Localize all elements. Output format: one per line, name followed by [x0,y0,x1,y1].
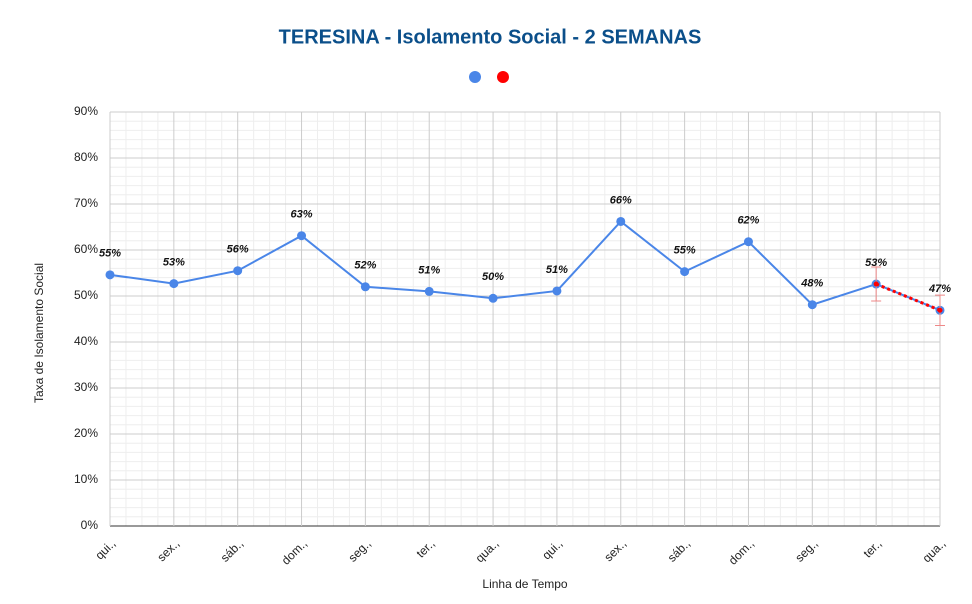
value-label: 55% [674,245,696,257]
y-axis-title: Taxa de Isolamento Social [32,263,46,403]
x-tick-label: dom., [726,536,757,567]
series-line [109,220,941,312]
value-label: 51% [546,264,568,276]
x-tick-label: seg., [345,536,373,564]
chart-title: TERESINA - Isolamento Social - 2 SEMANAS [279,26,702,48]
value-label: 53% [163,256,185,268]
y-tick-label: 20% [74,426,98,440]
x-tick-label: dom., [279,536,310,567]
y-tick-label: 30% [74,380,98,394]
y-tick-label: 70% [74,196,98,210]
y-tick-label: 80% [74,150,98,164]
point [616,216,626,226]
y-tick-label: 90% [74,104,98,118]
value-label: 47% [928,283,951,295]
value-label: 66% [610,194,632,206]
x-tick-label: qua., [920,536,949,565]
point [105,270,115,280]
x-tick-label: sex., [601,536,629,564]
x-tick-label: sáb., [665,536,693,564]
value-label: 63% [291,209,313,221]
value-label: 52% [354,260,376,272]
value-label: 48% [800,278,823,290]
value-label: 51% [418,264,440,276]
value-label: 55% [99,248,121,260]
point [552,286,562,296]
x-tick-label: seg., [792,536,820,564]
point [743,237,753,247]
y-tick-label: 10% [74,472,98,486]
value-label: 53% [865,257,887,269]
x-tick-label: sex., [154,536,182,564]
point [297,231,307,241]
point [873,281,879,287]
x-tick-label: ter., [860,536,884,560]
point [807,300,817,310]
x-tick-label: sáb., [218,536,246,564]
x-tick-label: qui., [92,536,118,562]
point [360,282,370,292]
y-tick-label: 0% [81,518,99,532]
point [937,307,943,313]
point [680,267,690,277]
legend-marker [469,71,481,83]
x-tick-label: qua., [473,536,502,565]
point [424,286,434,296]
x-tick-label: ter., [414,536,438,560]
x-axis-title: Linha de Tempo [482,577,568,591]
value-label: 62% [737,215,759,227]
value-label: 56% [227,244,249,256]
point [233,266,243,276]
y-tick-label: 50% [74,288,98,302]
legend-marker [497,71,509,83]
y-tick-label: 60% [74,242,98,256]
value-label: 50% [482,271,504,283]
point [169,279,179,289]
x-tick-label: qui., [539,536,565,562]
y-tick-label: 40% [74,334,98,348]
point [488,293,498,303]
